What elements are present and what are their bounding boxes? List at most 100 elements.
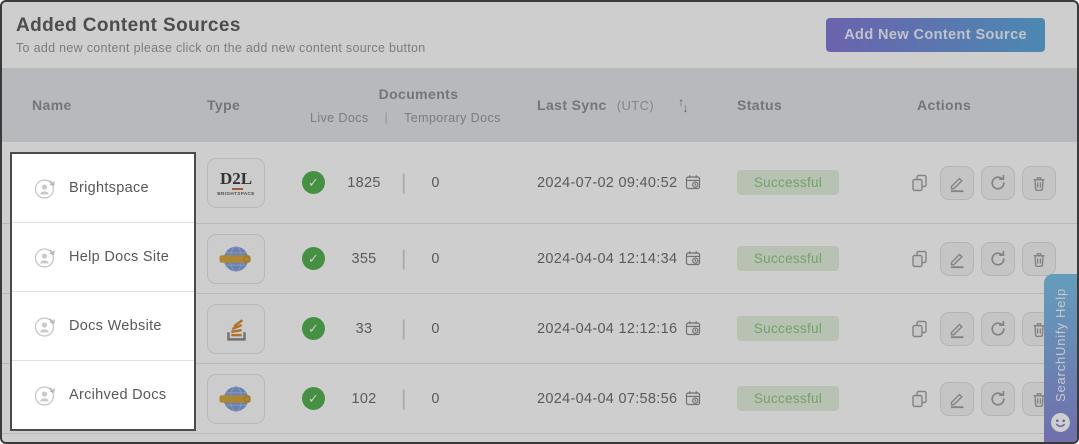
- documents-group-label: Documents: [378, 85, 459, 102]
- trash-icon: [1033, 176, 1045, 191]
- edit-button[interactable]: [940, 241, 974, 276]
- user-sync-icon: [34, 316, 55, 337]
- type-cell: [197, 373, 287, 424]
- status-badge: Successful: [737, 386, 839, 411]
- column-header-actions: Actions: [917, 97, 972, 113]
- searchunify-help-tab[interactable]: SearchUnify Help: [1044, 274, 1077, 442]
- d2l-orange-underline: [231, 187, 243, 190]
- actions-cell: [887, 311, 1077, 346]
- documents-cell: ✓ 33 | 0: [287, 317, 517, 341]
- temporary-docs-count: 0: [431, 250, 440, 267]
- temporary-docs-count: 0: [431, 390, 440, 407]
- copy-icon: [911, 390, 927, 407]
- page-header-text: Added Content Sources To add new content…: [16, 15, 426, 55]
- table-header-row: Name Type Documents Live Docs | Temporar…: [2, 68, 1077, 142]
- column-header-last-sync: Last Sync (UTC) ↑ ↓: [517, 95, 722, 115]
- trash-icon: [1033, 252, 1045, 267]
- status-badge: Successful: [737, 170, 839, 195]
- delete-button[interactable]: [1022, 241, 1056, 276]
- table-row: ✓ 355 | 0 2024-04-04 12:14:34 Successful: [2, 224, 1077, 294]
- table-row-partial: [2, 434, 1077, 442]
- docs-pipe-divider: |: [401, 170, 407, 194]
- documents-cell: ✓ 355 | 0: [287, 247, 517, 271]
- edit-button[interactable]: [940, 381, 974, 416]
- pencil-icon: [950, 393, 964, 408]
- page-header: Added Content Sources To add new content…: [2, 2, 1077, 55]
- temporary-docs-header: Temporary Docs: [404, 110, 501, 125]
- docs-pipe-divider: |: [401, 246, 407, 270]
- last-sync-value: 2024-04-04 07:58:56: [537, 390, 678, 407]
- website-crawler-logo: [207, 373, 265, 424]
- success-check-icon: ✓: [302, 387, 325, 410]
- sync-button[interactable]: [981, 381, 1015, 416]
- edit-button[interactable]: [940, 165, 974, 200]
- type-cell: D2L BRIGHTSPACE: [197, 157, 287, 208]
- source-name-label: Help Docs Site: [69, 249, 170, 265]
- copy-button[interactable]: [905, 382, 933, 416]
- source-name-item: Brightspace: [12, 154, 194, 223]
- status-cell: Successful: [722, 386, 887, 411]
- edit-button[interactable]: [940, 311, 974, 346]
- actions-cell: [887, 165, 1077, 200]
- live-docs-count: 355: [351, 250, 377, 267]
- header-pipe-divider: |: [384, 110, 389, 125]
- trash-icon: [1033, 322, 1045, 337]
- success-check-icon: ✓: [302, 317, 325, 340]
- column-header-name: Name: [32, 97, 72, 113]
- status-cell: Successful: [722, 316, 887, 341]
- live-docs-count: 1825: [347, 174, 381, 191]
- temporary-docs-count: 0: [431, 320, 440, 337]
- refresh-icon: [991, 390, 1005, 406]
- temporary-docs-count: 0: [431, 174, 440, 191]
- timezone-label: (UTC): [616, 97, 655, 113]
- copy-button[interactable]: [905, 166, 933, 200]
- pencil-icon: [950, 253, 964, 268]
- add-new-content-source-button[interactable]: Add New Content Source: [826, 18, 1045, 52]
- documents-cell: ✓ 102 | 0: [287, 387, 517, 411]
- source-name-item: Arcihved Docs: [12, 361, 194, 429]
- copy-button[interactable]: [905, 312, 933, 346]
- actions-cell: [887, 241, 1077, 276]
- help-tab-label: SearchUnify Help: [1053, 288, 1068, 402]
- sync-button[interactable]: [981, 311, 1015, 346]
- user-sync-icon: [34, 247, 55, 268]
- last-sync-value: 2024-04-04 12:14:34: [537, 250, 678, 267]
- success-check-icon: ✓: [302, 171, 325, 194]
- pencil-icon: [950, 177, 964, 192]
- source-name-item: Docs Website: [12, 292, 194, 361]
- sort-icon[interactable]: ↑ ↓: [678, 95, 689, 115]
- copy-icon: [911, 250, 927, 267]
- sync-button[interactable]: [981, 165, 1015, 200]
- calendar-clock-icon: [686, 321, 701, 336]
- calendar-clock-icon: [686, 391, 701, 406]
- copy-button[interactable]: [905, 242, 933, 276]
- actions-cell: [887, 381, 1077, 416]
- source-name-label: Docs Website: [69, 318, 162, 334]
- page-title: Added Content Sources: [16, 15, 241, 36]
- website-crawler-logo: [207, 233, 265, 284]
- type-cell: [197, 233, 287, 284]
- last-sync-value: 2024-07-02 09:40:52: [537, 174, 678, 191]
- user-sync-icon: [34, 178, 55, 199]
- copy-icon: [911, 174, 927, 191]
- docs-pipe-divider: |: [401, 386, 407, 410]
- live-docs-header: Live Docs: [310, 110, 369, 125]
- docs-pipe-divider: |: [401, 316, 407, 340]
- column-header-status: Status: [737, 97, 783, 113]
- status-cell: Successful: [722, 246, 887, 271]
- last-sync-cell: 2024-04-04 12:12:16: [517, 320, 722, 337]
- trash-icon: [1033, 392, 1045, 407]
- delete-button[interactable]: [1022, 165, 1056, 200]
- stack-overflow-logo: [207, 303, 265, 354]
- pencil-icon: [950, 323, 964, 338]
- refresh-icon: [991, 174, 1005, 190]
- refresh-icon: [991, 320, 1005, 336]
- last-sync-cell: 2024-04-04 12:14:34: [517, 250, 722, 267]
- last-sync-cell: 2024-07-02 09:40:52: [517, 174, 722, 191]
- type-cell: [197, 434, 287, 442]
- source-name-label: Arcihved Docs: [69, 387, 167, 403]
- success-check-icon: ✓: [302, 247, 325, 270]
- sync-button[interactable]: [981, 241, 1015, 276]
- type-cell: [197, 303, 287, 354]
